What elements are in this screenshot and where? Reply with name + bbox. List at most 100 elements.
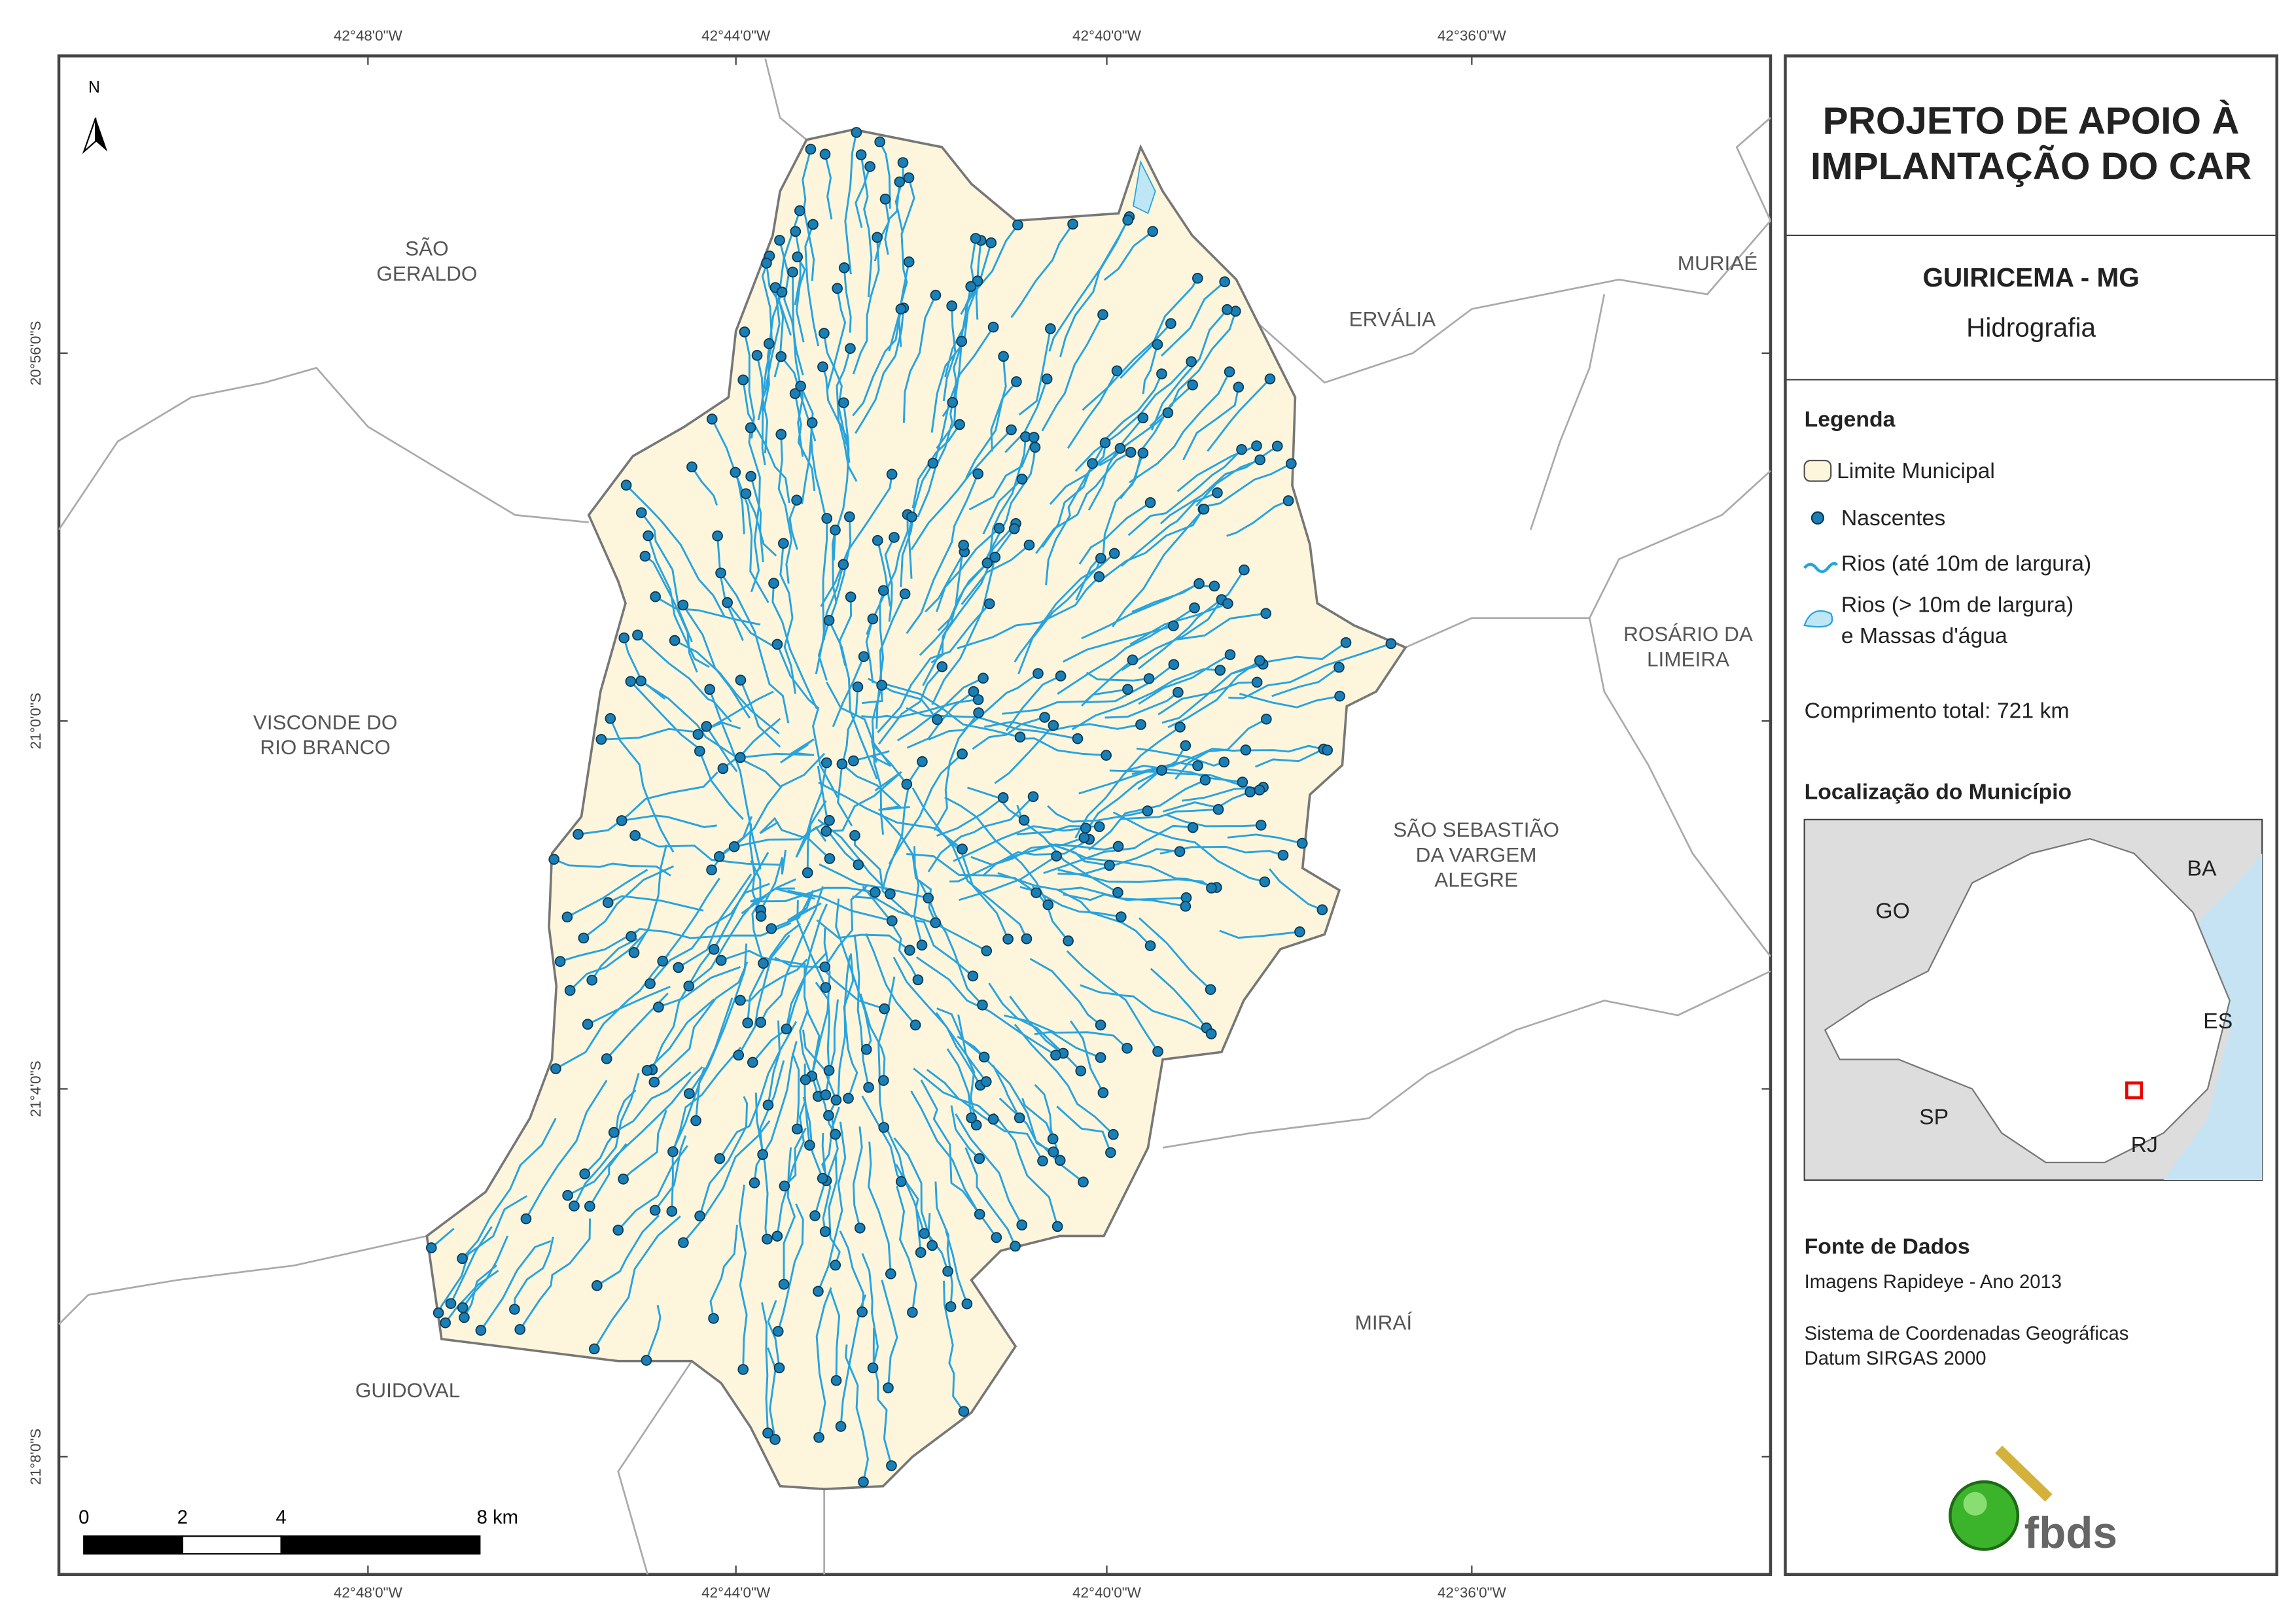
spring [823, 1109, 834, 1121]
river [835, 898, 872, 1050]
river [990, 381, 1017, 452]
spring [735, 994, 746, 1006]
spring [886, 1460, 897, 1471]
spring [997, 792, 1009, 803]
spring [701, 721, 713, 732]
spring [977, 999, 988, 1011]
spring [694, 745, 705, 757]
river [832, 656, 865, 727]
spring [1174, 722, 1186, 733]
water-body [1133, 160, 1156, 215]
spring [838, 397, 849, 408]
spring [1111, 365, 1123, 377]
river [722, 718, 781, 769]
spring [1186, 356, 1197, 368]
river [942, 305, 957, 402]
spring [912, 974, 924, 986]
spring [586, 974, 598, 986]
river [672, 1047, 742, 1153]
river [1029, 958, 1101, 1026]
river [1219, 930, 1300, 939]
river [964, 1147, 1016, 1247]
river [824, 154, 833, 220]
spring [917, 756, 928, 767]
spring [1168, 620, 1179, 631]
spring [1187, 822, 1199, 833]
river [587, 985, 671, 1026]
spring [1147, 226, 1159, 237]
spring [985, 237, 997, 249]
river [1010, 223, 1074, 319]
river [699, 1096, 749, 1217]
scale-label: 2 [177, 1507, 188, 1528]
spring [457, 1253, 468, 1265]
river [879, 141, 891, 209]
river [1239, 693, 1340, 708]
spring [972, 468, 984, 480]
river [791, 1053, 800, 1129]
river [843, 953, 858, 1099]
spring [763, 338, 775, 349]
spring [830, 1094, 842, 1106]
spring [821, 513, 833, 524]
neighbor-label: SÃO [405, 237, 449, 260]
spring [776, 287, 788, 298]
spring [742, 1017, 754, 1029]
spring [714, 1153, 726, 1164]
spring [923, 892, 934, 904]
river [992, 1065, 1021, 1119]
spring [762, 1233, 773, 1245]
river [1021, 1098, 1054, 1140]
river [936, 341, 963, 449]
spring [945, 1301, 957, 1312]
spring [717, 763, 729, 775]
spring [561, 911, 573, 923]
river [726, 602, 778, 650]
river [1245, 744, 1328, 753]
river [1174, 718, 1267, 780]
spring [954, 419, 965, 430]
source-line: Imagens Rapideye - Ano 2013 [1805, 1272, 2062, 1293]
river [804, 224, 820, 347]
river [1138, 569, 1245, 670]
river [865, 933, 917, 1026]
river [1035, 451, 1131, 554]
river [450, 1226, 493, 1304]
spring [1099, 437, 1111, 449]
river [767, 1347, 777, 1440]
river [1142, 344, 1159, 394]
river [776, 1102, 806, 1236]
river [1150, 968, 1207, 1029]
river [1099, 411, 1169, 466]
river [633, 844, 667, 953]
river [582, 865, 675, 939]
river [794, 231, 802, 305]
river [957, 576, 1100, 650]
spring [683, 980, 695, 992]
spring [550, 1063, 561, 1075]
river [1088, 373, 1163, 472]
location-title: Localização do Município [1805, 779, 2072, 804]
spring [1174, 846, 1186, 858]
river [658, 966, 741, 1008]
river [630, 922, 792, 939]
spring [632, 629, 643, 641]
spring [1135, 719, 1146, 730]
spring [648, 1076, 660, 1088]
spring [978, 672, 989, 684]
river [852, 237, 880, 375]
spring [872, 534, 883, 546]
river [1139, 917, 1212, 990]
spring [1075, 1065, 1087, 1077]
spring [1222, 598, 1233, 609]
spring [1254, 784, 1265, 795]
river [913, 1068, 1044, 1162]
coord-label: 42°44'0"W [701, 27, 771, 44]
river [754, 1092, 769, 1240]
spring [1006, 424, 1017, 436]
spring [1282, 495, 1294, 506]
spring [666, 1206, 678, 1217]
river [1057, 889, 1152, 947]
spring [974, 1208, 985, 1220]
spring [1322, 744, 1333, 756]
